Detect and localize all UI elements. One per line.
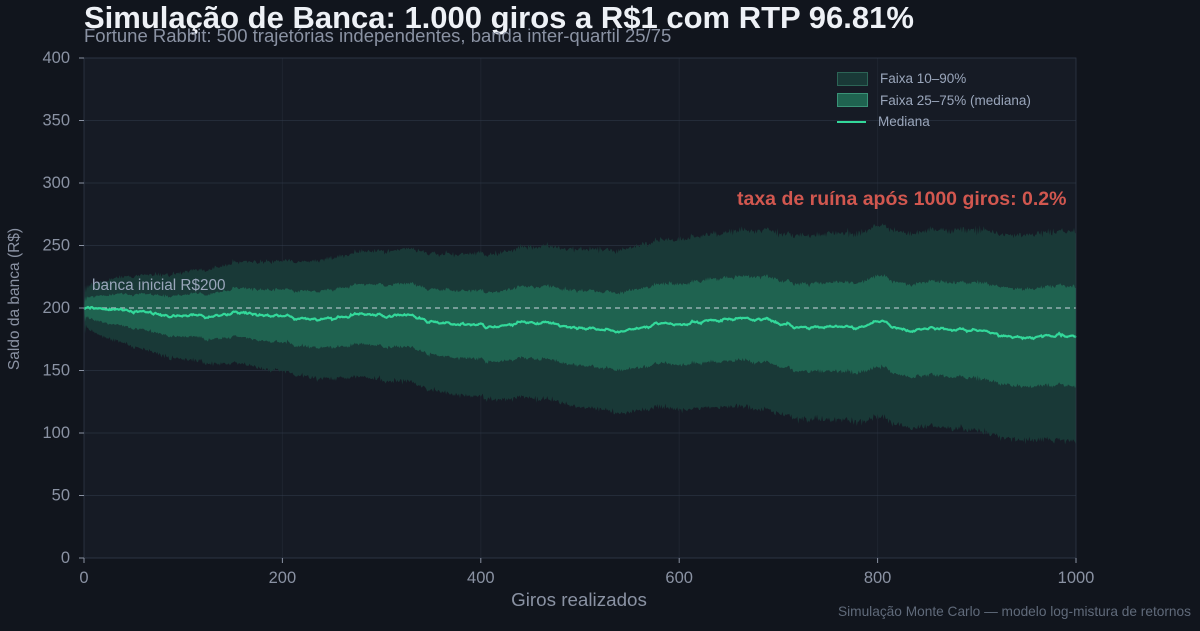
svg-text:350: 350 <box>42 112 70 130</box>
svg-text:100: 100 <box>42 424 70 442</box>
svg-text:1000: 1000 <box>1058 569 1095 587</box>
svg-text:50: 50 <box>52 487 70 505</box>
svg-text:0: 0 <box>61 549 70 567</box>
svg-text:300: 300 <box>42 174 70 192</box>
svg-text:250: 250 <box>42 237 70 255</box>
svg-text:200: 200 <box>269 569 297 587</box>
svg-text:200: 200 <box>42 299 70 317</box>
svg-text:600: 600 <box>665 569 693 587</box>
svg-text:400: 400 <box>42 49 70 67</box>
svg-text:400: 400 <box>467 569 495 587</box>
svg-text:800: 800 <box>864 569 892 587</box>
svg-text:150: 150 <box>42 362 70 380</box>
svg-text:0: 0 <box>79 569 88 587</box>
